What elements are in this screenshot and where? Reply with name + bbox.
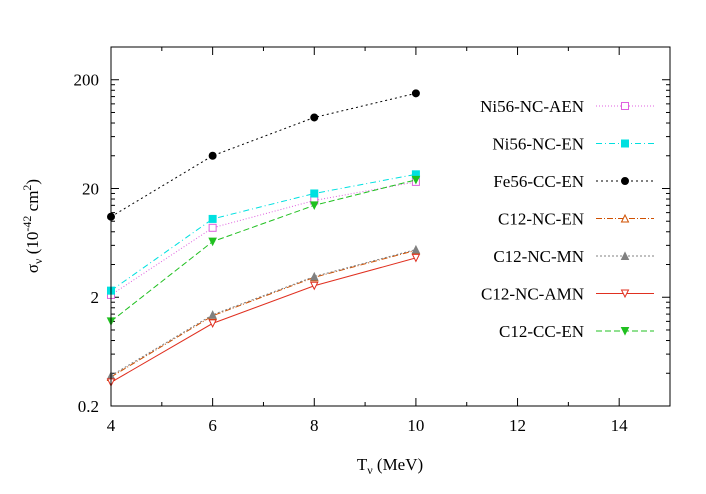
data-point: [411, 244, 421, 254]
legend-marker: [621, 177, 629, 185]
series-line: [110, 179, 417, 322]
data-point: [208, 151, 217, 160]
x-tick-label: 4: [107, 416, 116, 435]
series-c12-nc-amn: [106, 253, 421, 387]
tick-labels: 4 6 8 10 12 14 0.2 2 20 200: [74, 71, 629, 435]
x-tick-label: 12: [509, 416, 526, 435]
legend-marker: [620, 213, 630, 223]
data-point: [411, 89, 420, 98]
plot-frame: [110, 46, 671, 407]
legend-entry: C12-NC-MN: [493, 247, 654, 266]
legend: Ni56-NC-AEN Ni56-NC-EN Fe56-CC-EN C12-NC-EN…: [480, 97, 654, 341]
series-fe56-cc-en: [107, 89, 420, 221]
legend-marker: [620, 251, 630, 260]
x-tick-label: 8: [310, 416, 319, 435]
legend-label: Fe56-CC-EN: [493, 172, 584, 191]
legend-label: C12-CC-EN: [499, 322, 584, 341]
series-c12-nc-mn: [106, 244, 421, 380]
x-tick-label: 6: [208, 416, 217, 435]
legend-label: Ni56-NC-EN: [492, 135, 584, 154]
series-line: [110, 181, 416, 296]
series-c12-cc-en: [106, 175, 421, 326]
legend-entry: Ni56-NC-AEN: [480, 97, 654, 116]
data-point: [309, 281, 319, 291]
legend-marker: [620, 327, 630, 336]
series-layer: [106, 89, 421, 387]
x-tick-label: 10: [407, 416, 424, 435]
legend-label: Ni56-NC-AEN: [480, 97, 584, 116]
series-ni56-nc-aen: [107, 177, 420, 299]
series-line: [110, 92, 417, 218]
series-line: [110, 249, 417, 378]
legend-entry: Ni56-NC-EN: [492, 135, 654, 154]
legend-entry: C12-NC-AMN: [481, 285, 654, 304]
legend-label: C12-NC-AMN: [481, 285, 584, 304]
series-line: [110, 173, 417, 292]
data-point: [309, 201, 319, 210]
data-point: [310, 113, 319, 122]
legend-marker: [620, 289, 630, 299]
data-point: [208, 214, 217, 223]
series-line: [110, 248, 417, 377]
axis-ticks: [110, 47, 671, 407]
data-point: [310, 189, 319, 198]
data-point: [208, 310, 217, 319]
legend-marker: [621, 102, 629, 110]
data-point: [411, 253, 421, 263]
x-axis-label: Tν (MeV): [357, 455, 423, 477]
legend-label: C12-NC-MN: [493, 247, 584, 266]
data-point: [208, 223, 217, 232]
series-ni56-nc-en: [107, 170, 420, 295]
legend-entry: C12-CC-EN: [499, 322, 654, 341]
data-point: [208, 237, 217, 247]
y-tick-label: 2: [91, 288, 100, 307]
legend-label: C12-NC-EN: [498, 210, 584, 229]
series-line: [110, 257, 417, 383]
x-tick-label: 14: [611, 416, 629, 435]
y-tick-label: 200: [74, 71, 100, 90]
data-point: [411, 175, 421, 185]
y-tick-label: 0.2: [78, 397, 99, 416]
data-point: [309, 271, 319, 281]
y-tick-label: 20: [82, 179, 99, 198]
y-axis-label: σν (10-42 cm2): [20, 179, 45, 273]
legend-entry: Fe56-CC-EN: [493, 172, 654, 191]
data-point: [208, 319, 217, 329]
legend-entry: C12-NC-EN: [498, 210, 654, 229]
legend-marker: [621, 139, 629, 148]
